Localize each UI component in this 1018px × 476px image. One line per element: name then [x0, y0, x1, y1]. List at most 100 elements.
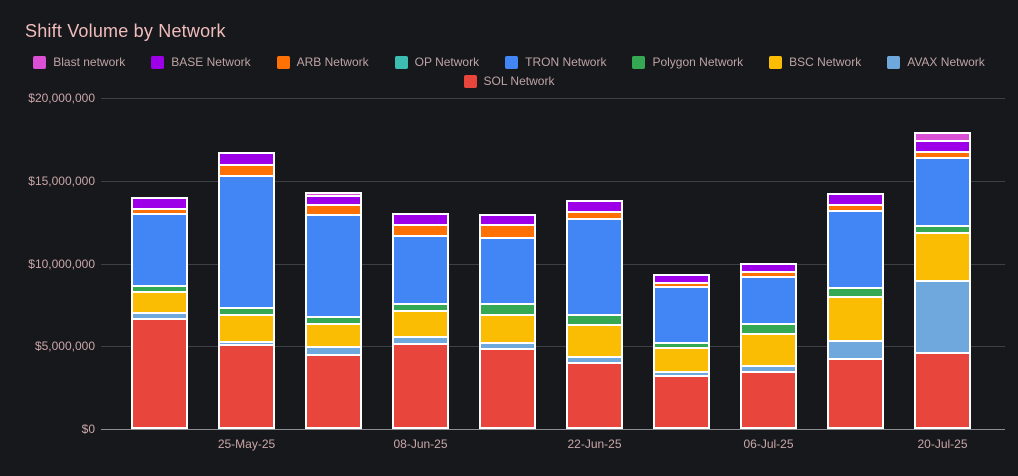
legend-row-1: Blast network BASE Network ARB Network OP N…	[0, 55, 1018, 69]
legend-row-2: SOL Network	[0, 74, 1018, 88]
bar-segment-tron-network[interactable]	[829, 210, 882, 288]
bar-segment-base-network[interactable]	[481, 215, 534, 225]
bar-segment-bsc-network[interactable]	[307, 322, 360, 346]
stacked-bar-9[interactable]	[827, 193, 884, 429]
legend-item-base-network[interactable]: BASE Network	[151, 55, 251, 69]
bar-segment-tron-network[interactable]	[742, 276, 795, 323]
bar-segment-polygon-network[interactable]	[568, 313, 621, 324]
bar-segment-arb-network[interactable]	[829, 204, 882, 211]
bar-segment-arb-network[interactable]	[220, 163, 273, 175]
gridline	[101, 98, 1005, 99]
bar-segment-base-network[interactable]	[394, 215, 447, 225]
bar-segment-polygon-network[interactable]	[742, 322, 795, 333]
bar-segment-bsc-network[interactable]	[394, 310, 447, 336]
bar-segment-sol-network[interactable]	[742, 371, 795, 427]
bar-segment-base-network[interactable]	[916, 139, 969, 151]
bar-segment-avax-network[interactable]	[133, 311, 186, 318]
bar-segment-tron-network[interactable]	[916, 157, 969, 226]
bar-segment-base-network[interactable]	[655, 275, 708, 283]
bar-segment-bsc-network[interactable]	[829, 296, 882, 341]
bar-segment-bsc-network[interactable]	[220, 313, 273, 341]
bar-segment-bsc-network[interactable]	[655, 346, 708, 371]
bar-segment-arb-network[interactable]	[742, 271, 795, 277]
stacked-bar-7[interactable]	[653, 273, 710, 429]
bar-segment-sol-network[interactable]	[307, 354, 360, 427]
bar-segment-arb-network[interactable]	[307, 204, 360, 215]
stacked-bar-3[interactable]	[305, 191, 362, 429]
stacked-bar-10[interactable]	[914, 132, 971, 429]
bar-segment-polygon-network[interactable]	[481, 302, 534, 314]
bar-segment-blast-network[interactable]	[307, 193, 360, 196]
bar-segment-arb-network[interactable]	[916, 150, 969, 158]
legend-swatch-sol-network	[463, 74, 477, 88]
bar-segment-polygon-network[interactable]	[133, 284, 186, 292]
bar-segment-sol-network[interactable]	[394, 342, 447, 427]
bar-segment-tron-network[interactable]	[568, 217, 621, 314]
stacked-bar-1[interactable]	[131, 196, 188, 429]
bar-segment-sol-network[interactable]	[220, 344, 273, 427]
stacked-bar-8[interactable]	[740, 262, 797, 429]
x-axis-tick-label: 25-May-25	[217, 437, 276, 451]
bar-segment-sol-network[interactable]	[916, 352, 969, 427]
bar-segment-arb-network[interactable]	[568, 211, 621, 218]
bar-segment-base-network[interactable]	[133, 198, 186, 208]
bar-segment-avax-network[interactable]	[829, 340, 882, 359]
stacked-bar-6[interactable]	[566, 199, 623, 429]
legend-item-op-network[interactable]: OP Network	[394, 55, 479, 69]
bar-segment-avax-network[interactable]	[307, 345, 360, 355]
bar-segment-polygon-network[interactable]	[829, 287, 882, 297]
legend-item-tron-network[interactable]: TRON Network	[505, 55, 606, 69]
stacked-bar-2[interactable]	[218, 151, 275, 429]
bar-segment-base-network[interactable]	[568, 201, 621, 211]
bar-segment-bsc-network[interactable]	[742, 332, 795, 365]
stacked-bar-5[interactable]	[479, 213, 536, 429]
bar-segment-sol-network[interactable]	[655, 374, 708, 427]
bar-segment-bsc-network[interactable]	[916, 231, 969, 280]
bar-segment-sol-network[interactable]	[568, 362, 621, 427]
bar-segment-tron-network[interactable]	[307, 214, 360, 317]
bar-segment-avax-network[interactable]	[916, 279, 969, 353]
bar-segment-polygon-network[interactable]	[220, 306, 273, 314]
legend-item-avax-network[interactable]: AVAX Network	[887, 55, 985, 69]
legend-item-sol-network[interactable]: SOL Network	[463, 74, 554, 88]
bar-segment-base-network[interactable]	[742, 264, 795, 272]
bar-segment-avax-network[interactable]	[220, 340, 273, 345]
bar-segment-avax-network[interactable]	[481, 341, 534, 349]
bar-segment-base-network[interactable]	[307, 195, 360, 205]
legend-swatch-polygon-network	[632, 55, 646, 69]
legend-item-blast-network[interactable]: Blast network	[33, 55, 125, 69]
legend-item-arb-network[interactable]: ARB Network	[276, 55, 369, 69]
bar-segment-tron-network[interactable]	[481, 236, 534, 303]
bar-segment-arb-network[interactable]	[655, 282, 708, 287]
bar-segment-tron-network[interactable]	[394, 235, 447, 303]
bar-segment-blast-network[interactable]	[916, 134, 969, 140]
legend-label: TRON Network	[525, 55, 607, 69]
bar-segment-avax-network[interactable]	[655, 370, 708, 375]
legend-label: BASE Network	[171, 55, 251, 69]
bar-segment-sol-network[interactable]	[481, 348, 534, 427]
bar-segment-tron-network[interactable]	[220, 174, 273, 307]
bar-segment-polygon-network[interactable]	[655, 341, 708, 347]
bar-segment-avax-network[interactable]	[742, 364, 795, 372]
bar-segment-tron-network[interactable]	[655, 286, 708, 342]
bar-segment-arb-network[interactable]	[394, 224, 447, 235]
stacked-bar-4[interactable]	[392, 213, 449, 429]
bar-segment-arb-network[interactable]	[133, 207, 186, 213]
bar-segment-polygon-network[interactable]	[307, 316, 360, 323]
bar-segment-tron-network[interactable]	[133, 212, 186, 285]
bar-segment-avax-network[interactable]	[394, 335, 447, 343]
bar-segment-polygon-network[interactable]	[916, 225, 969, 232]
legend-item-polygon-network[interactable]: Polygon Network	[632, 55, 743, 69]
bar-segment-sol-network[interactable]	[133, 317, 186, 427]
bar-segment-base-network[interactable]	[829, 195, 882, 205]
legend-swatch-bsc-network	[769, 55, 783, 69]
bar-segment-bsc-network[interactable]	[481, 313, 534, 342]
legend-item-bsc-network[interactable]: BSC Network	[769, 55, 861, 69]
bar-segment-polygon-network[interactable]	[394, 302, 447, 311]
bar-segment-arb-network[interactable]	[481, 224, 534, 237]
bar-segment-bsc-network[interactable]	[568, 323, 621, 356]
bar-segment-avax-network[interactable]	[568, 355, 621, 363]
bar-segment-base-network[interactable]	[220, 153, 273, 164]
bar-segment-sol-network[interactable]	[829, 358, 882, 427]
bar-segment-bsc-network[interactable]	[133, 291, 186, 312]
